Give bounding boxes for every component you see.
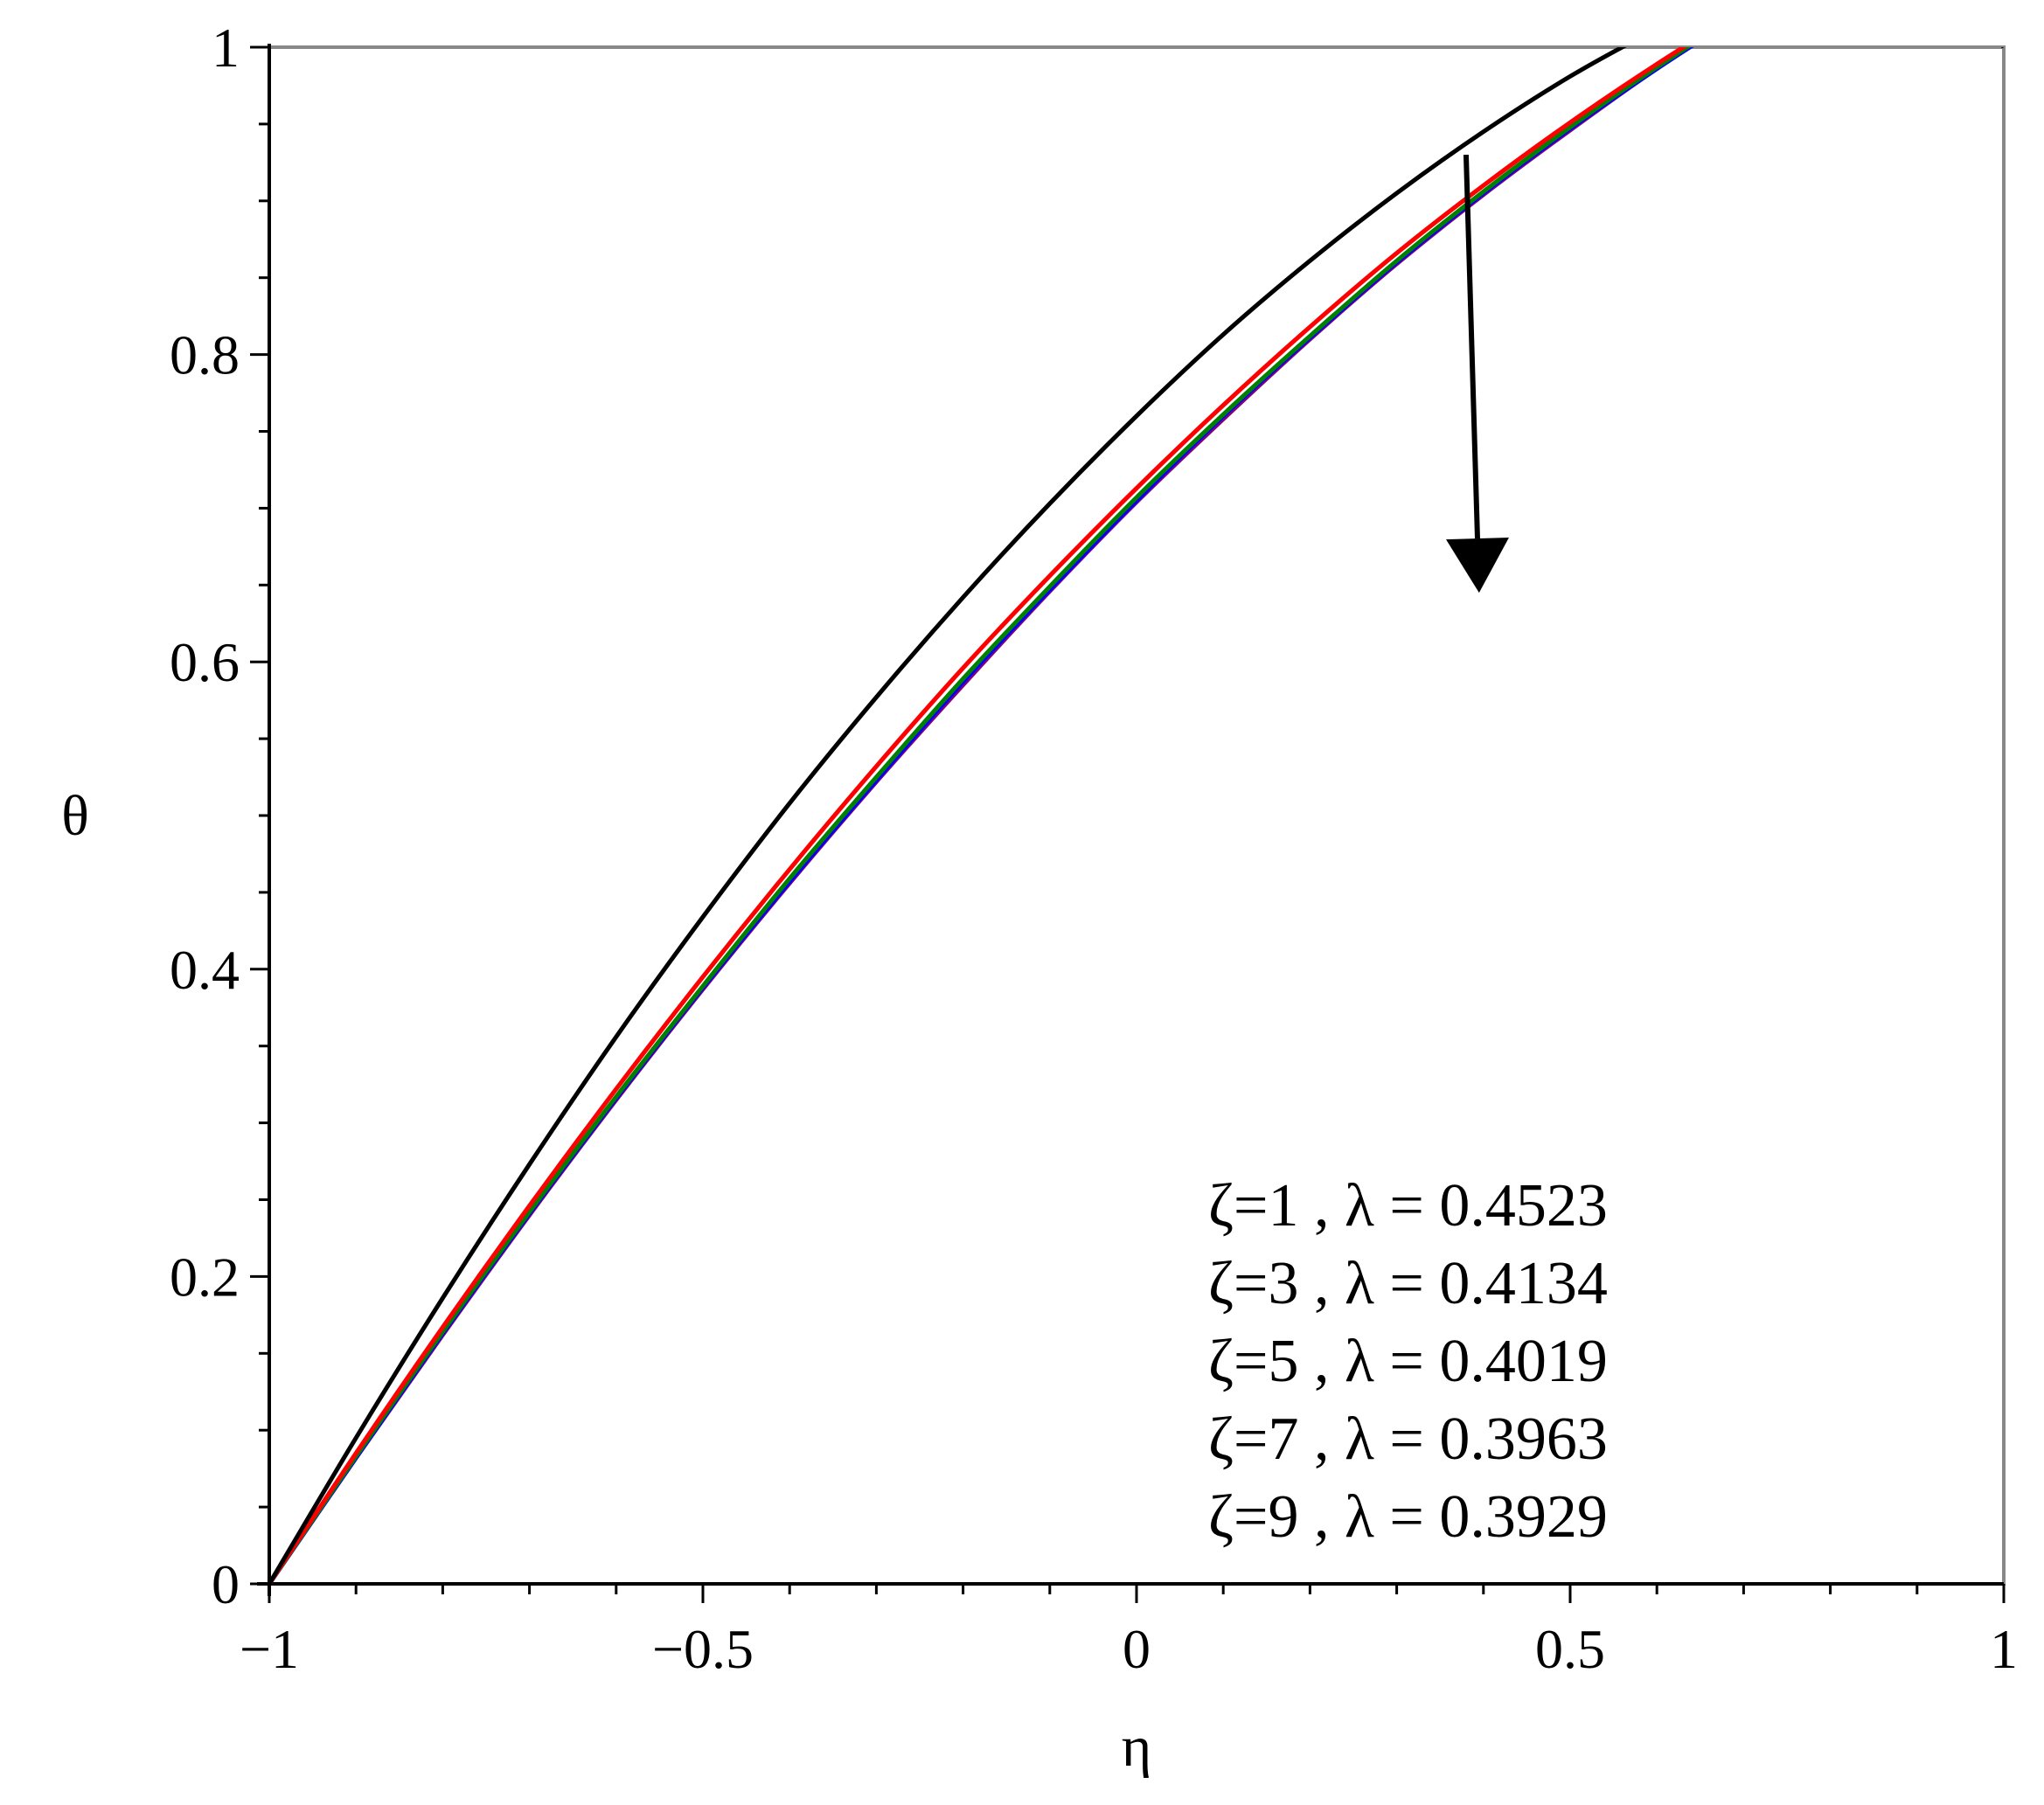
plot-border xyxy=(268,45,2006,1586)
series-line xyxy=(269,47,2004,1584)
legend-entry: ζ=3 , λ = 0.4134 xyxy=(1208,1250,1608,1317)
series-line xyxy=(269,47,2004,1584)
y-tick-label: 1 xyxy=(212,17,240,79)
y-tick-label: 0.2 xyxy=(170,1246,240,1308)
x-axis-label: η xyxy=(1122,1715,1152,1779)
series-line xyxy=(269,47,2004,1584)
axis-ticks xyxy=(250,45,2006,1603)
series-line xyxy=(269,47,2004,1584)
legend: ζ=1 , λ = 0.4523 ζ=3 , λ = 0.4134 ζ=5 , … xyxy=(1208,1172,1608,1551)
x-tick-label: 0 xyxy=(1123,1618,1151,1680)
x-tick-label: −0.5 xyxy=(652,1618,754,1680)
y-tick-label: 0.8 xyxy=(170,324,240,386)
x-tick-label: −1 xyxy=(240,1618,299,1680)
arrow-shaft xyxy=(1463,154,1480,539)
legend-entry: ζ=1 , λ = 0.4523 xyxy=(1208,1172,1608,1239)
legend-entry: ζ=9 , λ = 0.3929 xyxy=(1208,1483,1608,1551)
series-line xyxy=(269,47,2004,1584)
legend-entry: ζ=7 , λ = 0.3963 xyxy=(1208,1406,1608,1473)
trend-arrow xyxy=(1446,154,1509,594)
y-tick-label: 0 xyxy=(212,1553,240,1615)
arrow-head xyxy=(1446,538,1509,594)
y-tick-label: 0.6 xyxy=(170,631,240,693)
legend-entry: ζ=5 , λ = 0.4019 xyxy=(1208,1328,1608,1395)
y-tick-label: 0.4 xyxy=(170,939,240,1001)
x-tick-label: 0.5 xyxy=(1535,1618,1605,1680)
x-tick-label: 1 xyxy=(1990,1618,2018,1680)
y-axis-label: θ xyxy=(61,784,89,848)
plot-frame xyxy=(257,44,2006,1596)
series-lines xyxy=(269,47,2004,1584)
tick-labels: −1 −0.5 0 0.5 1 0 0.2 0.4 0.6 0.8 1 xyxy=(170,17,2018,1680)
